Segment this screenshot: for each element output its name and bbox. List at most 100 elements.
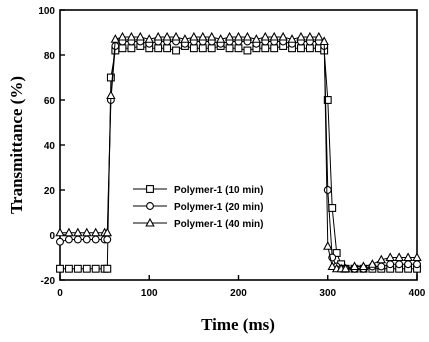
data-point-triangle <box>314 31 324 41</box>
data-point-circle <box>377 262 386 271</box>
data-point-square <box>323 96 332 104</box>
data-point-triangle <box>198 31 208 41</box>
y-tick-label: 20 <box>44 186 56 197</box>
data-point-triangle <box>102 227 113 237</box>
data-point-triangle <box>110 34 121 43</box>
data-point-triangle <box>403 252 413 262</box>
data-point-triangle <box>394 252 404 262</box>
data-point-triangle <box>305 31 315 41</box>
legend-item: Polymer-1 (20 min) <box>133 202 263 213</box>
series-layer <box>55 31 422 273</box>
data-point-triangle <box>82 227 92 237</box>
y-tick-label: 100 <box>38 6 55 17</box>
data-point-circle <box>73 235 82 244</box>
data-point-square <box>82 264 91 273</box>
data-point-square <box>91 264 100 273</box>
data-point-circle <box>91 235 100 244</box>
legend-marker-circle <box>146 202 154 210</box>
data-point-circle <box>395 260 404 269</box>
data-point-square <box>328 204 337 212</box>
data-point-triangle <box>64 227 74 237</box>
data-point-triangle <box>233 31 244 41</box>
data-point-triangle <box>327 261 337 271</box>
y-tick-label: -20 <box>41 276 56 287</box>
data-point-triangle <box>323 241 333 250</box>
data-point-triangle <box>106 90 116 100</box>
data-point-triangle <box>126 31 137 41</box>
data-point-circle <box>323 186 332 194</box>
data-point-triangle <box>367 259 378 268</box>
data-point-triangle <box>55 227 65 237</box>
x-axis-label: Time (ms) <box>201 315 275 334</box>
data-point-triangle <box>224 31 235 41</box>
x-tick-label: 400 <box>409 288 426 299</box>
y-tick-label: 60 <box>44 96 56 107</box>
data-point-triangle <box>287 34 297 43</box>
data-point-square <box>64 264 73 273</box>
data-point-triangle <box>269 31 279 41</box>
series-line-triangle <box>60 36 417 270</box>
data-point-square <box>234 44 243 53</box>
data-point-square <box>332 249 341 257</box>
data-point-square <box>189 44 198 53</box>
data-point-triangle <box>162 31 172 41</box>
x-tick-label: 100 <box>141 288 158 299</box>
data-point-triangle <box>251 34 262 43</box>
data-point-triangle <box>207 31 217 41</box>
data-point-triangle <box>296 31 306 41</box>
data-point-triangle <box>215 34 226 43</box>
data-point-square <box>118 44 127 53</box>
data-point-square <box>163 44 172 53</box>
data-point-triangle <box>73 227 83 237</box>
data-point-triangle <box>278 31 288 41</box>
legend-item: Polymer-1 (40 min) <box>133 217 263 230</box>
data-point-triangle <box>117 31 128 41</box>
data-point-circle <box>82 235 91 244</box>
data-point-square <box>270 44 279 53</box>
data-point-square <box>225 44 234 53</box>
data-point-square <box>172 46 180 55</box>
data-point-square <box>154 44 163 53</box>
y-tick-label: 0 <box>49 231 55 242</box>
series-triangle <box>55 31 422 273</box>
data-point-square <box>305 44 314 53</box>
data-point-triangle <box>242 31 253 41</box>
legend-label: Polymer-1 (10 min) <box>174 185 263 196</box>
x-tick-label: 300 <box>319 288 336 299</box>
data-point-square <box>106 73 115 82</box>
data-point-square <box>73 264 82 273</box>
data-point-circle <box>386 260 395 269</box>
data-point-triangle <box>385 252 395 262</box>
data-point-triangle <box>171 31 181 41</box>
series-square <box>56 42 421 273</box>
y-axis-label: Transmittance (%) <box>7 76 26 214</box>
data-point-triangle <box>340 263 351 273</box>
legend-marker-square <box>146 185 154 193</box>
data-point-circle <box>103 235 112 244</box>
data-point-triangle <box>135 31 146 41</box>
data-point-square <box>207 44 216 53</box>
data-point-square <box>56 264 64 273</box>
data-point-triangle <box>260 31 270 41</box>
data-point-circle <box>56 237 64 246</box>
data-point-triangle <box>180 34 190 43</box>
data-point-square <box>243 46 252 55</box>
data-point-triangle <box>153 31 163 41</box>
x-tick-label: 0 <box>57 288 63 299</box>
data-point-triangle <box>319 36 329 46</box>
legend: Polymer-1 (10 min) Polymer-1 (20 min) Poly… <box>133 185 263 230</box>
data-point-triangle <box>412 252 422 262</box>
data-point-square <box>103 264 112 273</box>
data-point-circle <box>413 260 421 269</box>
y-tick-label: 80 <box>44 51 56 62</box>
data-point-triangle <box>189 31 199 41</box>
data-point-circle <box>64 235 73 244</box>
data-point-triangle <box>144 34 154 43</box>
y-tick-label: 40 <box>44 141 56 152</box>
legend-marker-triangle <box>145 217 155 227</box>
data-point-square <box>261 44 270 53</box>
data-point-triangle <box>376 254 387 264</box>
data-point-circle <box>404 260 413 269</box>
